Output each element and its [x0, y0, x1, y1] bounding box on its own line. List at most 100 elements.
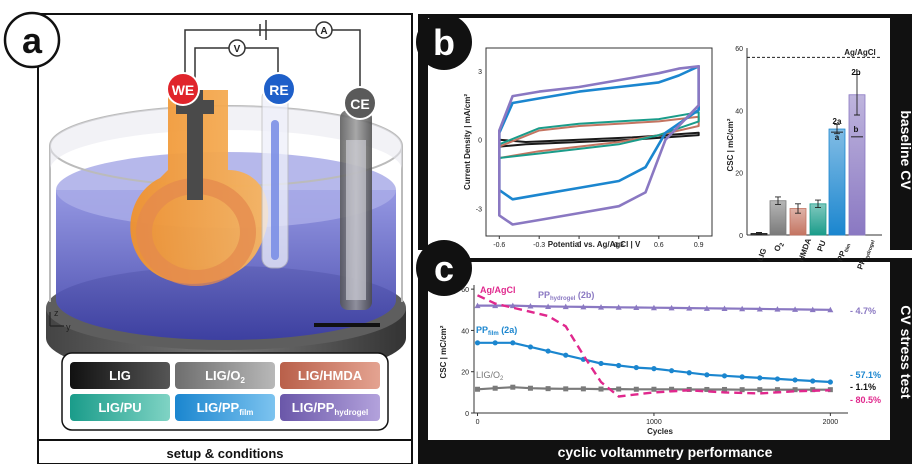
stress-xlabel: Cycles	[647, 427, 673, 436]
stress-point	[704, 386, 710, 392]
stress-point	[616, 386, 622, 392]
voltmeter-symbol	[228, 39, 246, 57]
legend-tile-4	[175, 394, 275, 421]
stress-point	[527, 385, 533, 391]
label-pph: PPhydrogel (2b)	[538, 290, 594, 302]
panel-a-footer: setup & conditions	[167, 446, 284, 461]
bar-ylabel: CSC | mC/cm²	[726, 118, 735, 171]
stress-point	[510, 384, 516, 390]
bar-errorbar-2	[795, 203, 801, 214]
cv-ytick-label: -3	[476, 206, 482, 213]
axis-y-label: y	[66, 322, 71, 332]
stress-point	[510, 340, 516, 346]
stress-ytick-label: 60	[461, 287, 469, 294]
stress-point	[756, 305, 763, 312]
stress-point	[492, 302, 499, 309]
stress-point	[475, 386, 481, 392]
re-badge	[262, 72, 296, 106]
ammeter-label: A	[320, 26, 327, 37]
stress-point	[739, 305, 746, 312]
panel-b-letter: b	[433, 22, 455, 63]
stress-point	[792, 306, 799, 312]
stress-point	[810, 378, 816, 384]
stress-point	[686, 370, 692, 376]
bar-errorbar-1	[775, 196, 781, 205]
stress-point	[633, 364, 639, 371]
cv-xtick-label: 0.3	[614, 242, 624, 249]
ce-badge	[343, 86, 377, 120]
legend-label-5: LIG/PPhydrogel	[292, 400, 368, 417]
cv-ytick-label: 0	[478, 138, 482, 145]
stress-point	[492, 385, 498, 391]
stress-point	[527, 344, 534, 350]
cv-xtick-label: -0.3	[533, 242, 545, 249]
stress-point	[739, 387, 745, 393]
stress-point	[616, 362, 622, 369]
legend-tile-5	[280, 394, 380, 421]
stress-point	[827, 306, 834, 313]
end-label-pph: - 4.7%	[850, 306, 876, 316]
label-ppf: PPfilm (2a)	[476, 325, 517, 337]
axes-indicator	[49, 312, 64, 327]
stress-ylabel: CSC | mC/cm²	[439, 325, 448, 378]
stress-point	[721, 373, 728, 379]
panel-c-footer: cyclic voltammetry performance	[558, 444, 773, 460]
stress-point	[474, 340, 481, 346]
bar-errorbar-0	[756, 232, 762, 235]
bar-label-lig: LIG	[755, 247, 768, 263]
voltmeter-label: V	[234, 44, 241, 55]
end-label-ppf: - 57.1%	[850, 370, 881, 380]
stress-point	[774, 387, 780, 393]
stress-point	[563, 386, 569, 392]
bar-errorbar-3	[815, 199, 821, 209]
bar-ytick-label: 60	[735, 46, 743, 53]
stress-ytick-label: 20	[461, 370, 469, 377]
panel-c-letter: c	[434, 248, 454, 289]
legend-tile-1	[175, 362, 275, 389]
legend-tile-0	[70, 362, 170, 389]
bar-label-pu: PU	[815, 239, 827, 253]
stress-point	[545, 348, 551, 354]
stress-point	[598, 360, 604, 367]
legend-tiles: LIG LIG/O2 LIG/HMDA LIG/PU LIG/PPfilm LIG/PPh…	[70, 362, 380, 421]
end-label-agagcl: - 80.5%	[850, 395, 881, 405]
stress-point	[598, 386, 604, 392]
legend-label-1: LIG/O2	[205, 368, 245, 385]
stress-ytick-label: 40	[461, 328, 469, 335]
stress-point	[774, 376, 781, 382]
cv-xlabel: Potential vs. Ag/AgCl | V	[548, 240, 641, 249]
cv-ytick-label: 3	[478, 69, 482, 76]
end-label-lig: - 1.1%	[850, 382, 876, 392]
panel-c-side-label: CV stress test	[898, 305, 912, 399]
stress-point	[809, 306, 816, 313]
label-agagcl: Ag/AgCl	[480, 285, 516, 295]
cv-loop-2	[498, 111, 700, 159]
stress-point	[703, 305, 710, 311]
stress-xtick-label: 2000	[823, 419, 839, 426]
bar-reference-label: Ag/AgCl	[844, 48, 876, 57]
bar-ytick-label: 20	[735, 171, 743, 178]
stress-line-3	[476, 294, 831, 398]
stress-point	[633, 386, 639, 392]
bar-annot-2b: 2b	[851, 68, 860, 77]
bar-annot-2a: 2a	[833, 117, 842, 126]
stress-chart: CSC | mC/cm² Cycles 0 1000 2000 60 40 20 0 Ag/…	[439, 285, 881, 436]
cv-loop-0	[498, 131, 700, 148]
stress-point	[474, 302, 481, 309]
stress-point	[562, 303, 569, 310]
bar-ytick-label: 40	[735, 108, 743, 115]
stress-point	[757, 375, 763, 381]
stress-point	[509, 302, 516, 309]
re-label: RE	[269, 82, 288, 98]
ammeter-symbol	[315, 21, 333, 39]
ce-label: CE	[350, 96, 369, 112]
we-label: WE	[172, 82, 195, 98]
legend-tile-2	[280, 362, 380, 389]
panel-a-letter-circle	[3, 11, 61, 69]
stress-point	[668, 368, 675, 374]
bar-3	[809, 203, 827, 236]
legend-label-4: LIG/PPfilm	[197, 400, 254, 417]
